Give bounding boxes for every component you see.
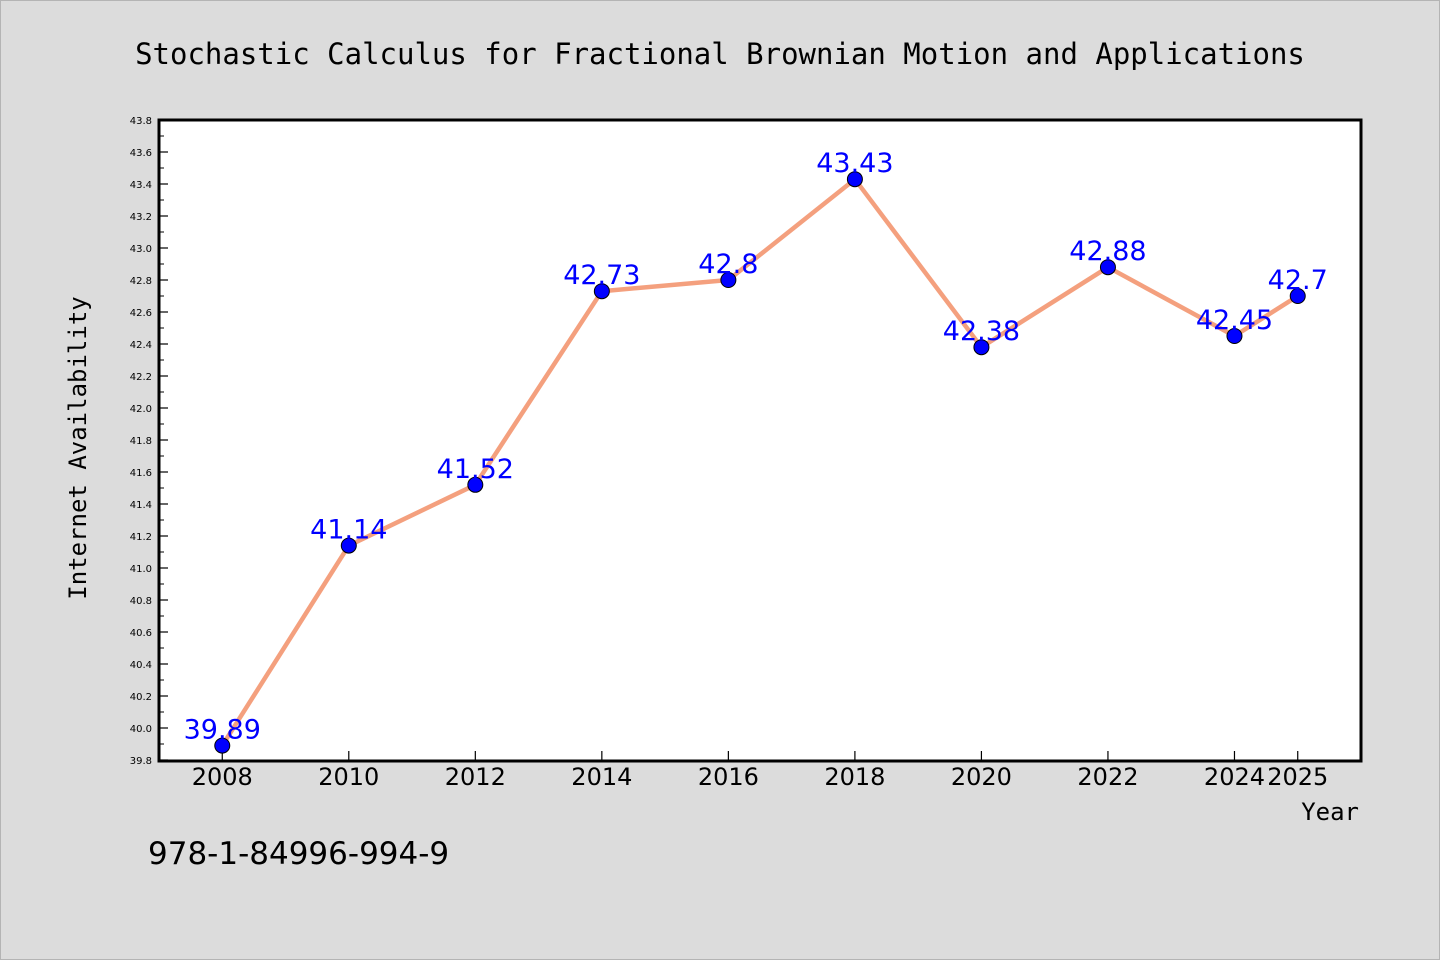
y-axis: 39.8 40.0 40.2 40.4 40.6 40.8 41.0 41.2 41.4 41.6… (130, 116, 168, 767)
y-tick-label: 43.2 (130, 212, 152, 223)
data-point (467, 476, 484, 493)
y-tick-label: 40.4 (130, 660, 152, 671)
y-tick-label: 41.6 (130, 468, 152, 479)
y-tick-label: 43.0 (130, 244, 152, 255)
data-label: 43.43 (816, 148, 893, 179)
y-tick-label: 41.2 (130, 532, 152, 543)
data-point (1226, 328, 1243, 344)
data-label: 42.38 (943, 316, 1020, 347)
series-line (220, 176, 1300, 748)
x-axis: 2008 2010 2012 2014 2016 2018 2020 2022 2024 2025 (192, 751, 1328, 791)
y-tick-label: 42.8 (130, 276, 152, 287)
y-tick-label: 42.6 (130, 308, 152, 319)
x-tick-label: 2016 (698, 763, 759, 791)
y-tick-label: 42.2 (130, 372, 152, 383)
y-tick-label: 40.6 (130, 628, 152, 639)
series: 39.89 41.14 41.52 42.73 42.8 43.43 42.38 42.88 4… (184, 148, 1328, 754)
data-label: 41.52 (437, 454, 514, 485)
data-label: 41.14 (310, 515, 387, 546)
plot-area (157, 118, 1363, 763)
data-point (214, 737, 231, 754)
data-label: 42.8 (698, 249, 758, 280)
y-tick-label: 41.0 (130, 564, 152, 575)
data-point (720, 272, 737, 288)
chart-title: Stochastic Calculus for Fractional Brown… (135, 37, 1305, 71)
data-label: 39.89 (184, 715, 261, 746)
y-tick-label: 41.8 (130, 436, 152, 447)
data-point (340, 537, 357, 554)
y-tick-label: 42.4 (130, 340, 152, 351)
x-tick-label: 2008 (192, 763, 253, 791)
y-tick-label: 40.0 (130, 724, 152, 735)
x-tick-label: 2020 (951, 763, 1012, 791)
y-tick-label: 43.4 (130, 180, 152, 191)
x-axis-label: Year (1301, 798, 1359, 826)
y-tick-label: 43.6 (130, 148, 152, 159)
x-tick-label: 2018 (824, 763, 885, 791)
data-label: 42.88 (1069, 236, 1146, 267)
data-point (593, 283, 610, 300)
x-tick-label: 2025 (1267, 763, 1328, 791)
x-tick-label: 2024 (1204, 763, 1265, 791)
x-tick-label: 2012 (445, 763, 506, 791)
y-tick-label: 40.2 (130, 692, 152, 703)
data-label: 42.45 (1196, 305, 1273, 336)
y-axis-label: Internet Availability (64, 296, 92, 599)
isbn-footnote: 978-1-84996-994-9 (148, 836, 449, 872)
x-tick-label: 2010 (318, 763, 379, 791)
x-tick-label: 2014 (571, 763, 632, 791)
data-label: 42.73 (563, 260, 640, 291)
y-tick-label: 40.8 (130, 596, 152, 607)
data-point (973, 339, 990, 356)
data-point (1289, 288, 1306, 304)
y-tick-label: 42.0 (130, 404, 152, 415)
x-tick-label: 2022 (1077, 763, 1138, 791)
y-tick-label: 39.8 (130, 756, 152, 767)
data-point (1099, 259, 1116, 276)
data-point (846, 171, 863, 188)
y-tick-label: 41.4 (130, 500, 152, 511)
data-label: 42.7 (1268, 265, 1328, 296)
y-tick-label: 43.8 (130, 116, 152, 127)
